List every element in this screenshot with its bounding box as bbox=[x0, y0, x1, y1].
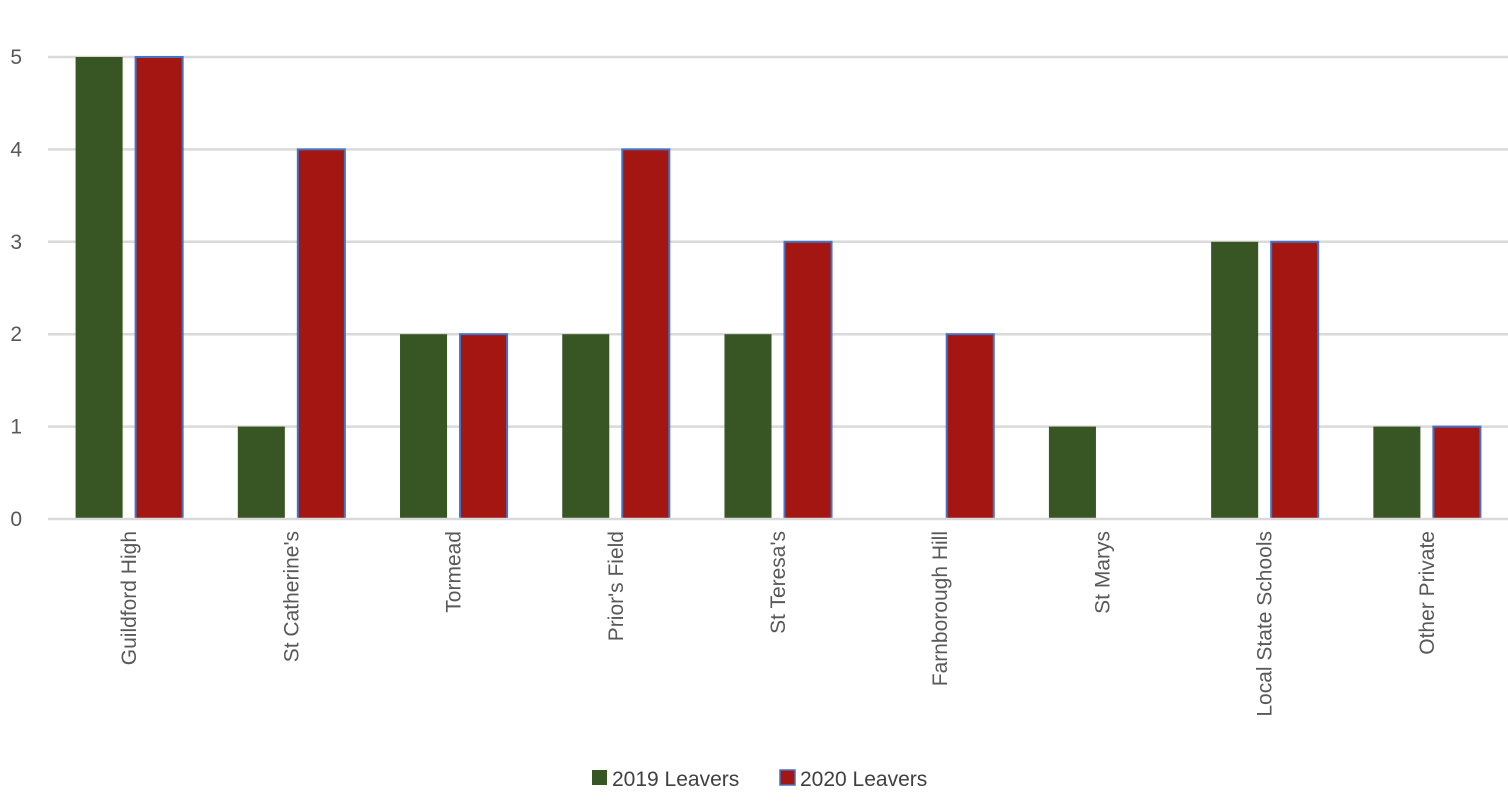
legend-swatch bbox=[592, 770, 607, 785]
x-tick-label: St Catherine's bbox=[280, 531, 303, 662]
bar-series2 bbox=[459, 333, 509, 521]
bar-series2 bbox=[1432, 425, 1482, 521]
x-tick-label: Prior's Field bbox=[605, 531, 628, 641]
y-tick-label: 5 bbox=[10, 46, 22, 69]
y-tick-label: 2 bbox=[10, 323, 22, 346]
y-tick-label: 3 bbox=[10, 231, 22, 254]
bar-series1 bbox=[562, 334, 610, 519]
bar-series1 bbox=[1373, 426, 1421, 519]
x-tick-label: Guildford High bbox=[118, 531, 141, 665]
y-axis-ticks: 0 1 2 3 4 5 bbox=[10, 46, 22, 531]
y-tick-label: 0 bbox=[10, 508, 22, 531]
x-axis-ticks: Guildford High St Catherine's Tormead Prior… bbox=[118, 531, 1439, 717]
bar-series2 bbox=[945, 333, 995, 521]
y-tick-label: 1 bbox=[10, 416, 22, 439]
bar-series1 bbox=[1211, 241, 1259, 520]
bar-series2 bbox=[621, 148, 671, 520]
bar-series1 bbox=[724, 334, 772, 519]
bar-series1 bbox=[75, 57, 123, 519]
legend-label: 2020 Leavers bbox=[800, 768, 927, 791]
bar-series2 bbox=[1270, 240, 1320, 521]
gridlines bbox=[48, 55, 1508, 428]
x-tick-label: Farnborough Hill bbox=[929, 531, 952, 686]
bar-series1 bbox=[1048, 426, 1096, 519]
bar-series1 bbox=[237, 426, 285, 519]
x-tick-label: St Marys bbox=[1091, 531, 1114, 614]
x-tick-label: Other Private bbox=[1416, 531, 1439, 655]
x-tick-label: Tormead bbox=[443, 531, 466, 613]
legend-label: 2019 Leavers bbox=[612, 768, 739, 791]
y-tick-label: 4 bbox=[10, 138, 22, 161]
bar-series2 bbox=[296, 148, 346, 520]
bar-series2 bbox=[134, 56, 184, 520]
bar-series2 bbox=[783, 240, 833, 521]
legend-swatch bbox=[779, 769, 796, 786]
bars bbox=[75, 56, 1482, 521]
x-tick-label: St Teresa's bbox=[767, 531, 790, 634]
legend: 2019 Leavers 2020 Leavers bbox=[592, 768, 927, 791]
bar-series1 bbox=[400, 334, 448, 519]
x-tick-label: Local State Schools bbox=[1254, 531, 1277, 717]
